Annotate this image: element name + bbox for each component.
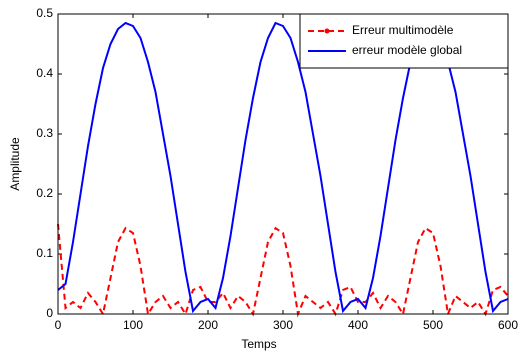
y-tick-label: 0.1 (36, 246, 53, 260)
line-series (57, 223, 509, 318)
y-tick-label: 0.3 (36, 126, 53, 140)
y-tick-label: 0.5 (36, 6, 53, 20)
x-tick-label: 400 (348, 318, 368, 332)
y-tick-label: 0 (46, 306, 53, 320)
y-tick-label: 0.2 (36, 186, 53, 200)
legend-label: Erreur multimodèle (352, 23, 454, 37)
y-axis-label: Amplitude (8, 137, 22, 191)
axes-frame (57, 13, 509, 315)
y-tick-label: 0.4 (36, 66, 53, 80)
x-tick-label: 100 (123, 318, 143, 332)
x-tick-label: 300 (273, 318, 293, 332)
x-tick-label: 0 (55, 318, 62, 332)
x-tick-label: 200 (198, 318, 218, 332)
x-axis-label: Temps (241, 337, 276, 351)
legend-marker (324, 28, 330, 34)
x-tick-label: 600 (498, 318, 518, 332)
legend-box (299, 13, 509, 69)
x-tick-label: 500 (423, 318, 443, 332)
legend-label: erreur modèle global (352, 43, 462, 57)
